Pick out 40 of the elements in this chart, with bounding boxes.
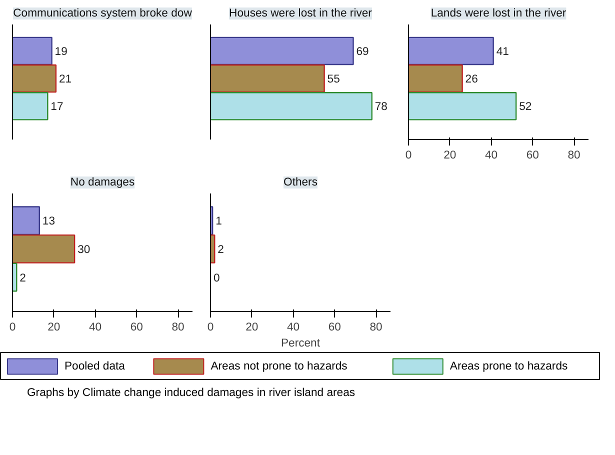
text: Communications system broke dow [13,8,193,20]
data-label: 26 [465,74,478,86]
data-label: 69 [356,46,369,58]
text: Graphs by Climate change induced damages in river island areas [27,386,356,401]
data-label: 0 [214,272,220,284]
x-axis-title: Percent [280,338,321,350]
data-label: 52 [519,101,532,114]
legend-label: Areas prone to hazards [450,360,568,372]
x-tick-label: 20 [48,322,60,334]
data-label: 55 [327,74,340,86]
data-label: 17 [50,101,64,114]
data-label: 2 [218,244,224,256]
x-tick-label: 0 [9,322,16,334]
x-tick-label: 60 [328,322,341,334]
x-tick-label: 80 [370,322,382,334]
x-tick-label: 40 [88,322,102,334]
x-tick-label: 40 [484,150,498,162]
x-tick-label: 80 [568,150,580,162]
data-label: 21 [58,74,72,86]
chart-title: Others [284,176,318,188]
legend-label: Areas not prone to hazards [210,360,348,372]
x-tick-label: 80 [172,322,184,334]
legend-label: Pooled data [64,360,126,372]
chart-title: No damages [70,176,135,188]
chart-title: Houses were lost in the river [229,8,372,20]
data-label: 13 [42,216,56,228]
x-tick-label: 40 [286,322,300,334]
data-label: 2 [20,272,26,284]
x-tick-label: 20 [444,150,456,162]
data-label: 1 [216,216,222,228]
x-tick-label: 0 [207,322,214,334]
data-label: 78 [374,101,388,114]
data-label: 30 [78,244,90,256]
data-label: 41 [496,46,509,58]
x-tick-label: 20 [246,322,258,334]
data-label: 19 [54,46,68,58]
x-tick-label: 60 [526,150,539,162]
x-tick-label: 60 [130,322,143,334]
chart-title: Lands were lost in the river [430,8,566,20]
x-tick-label: 0 [405,150,412,162]
